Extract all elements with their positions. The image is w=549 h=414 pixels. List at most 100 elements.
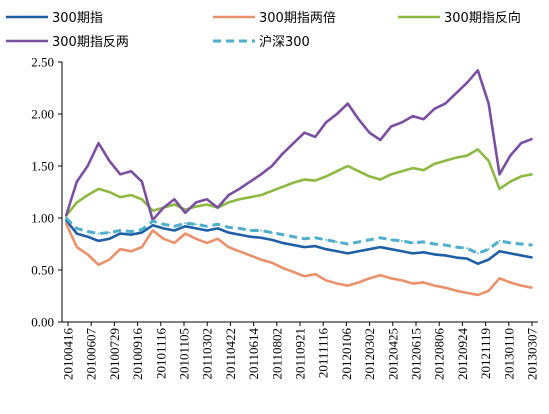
data-point [140,231,143,234]
plot-area [64,69,533,297]
data-point [184,208,187,211]
x-tick-label: 20110802 [269,328,284,380]
data-point [433,163,436,165]
x-tick-label: 20120425 [385,328,400,380]
data-point [368,238,371,241]
x-tick-label: 20100916 [130,328,145,381]
data-point [487,289,490,292]
data-point [411,252,414,255]
data-point [531,256,533,259]
data-point [227,246,230,249]
data-point [422,118,425,121]
data-point [260,194,262,197]
data-point [336,282,338,285]
data-point [509,242,512,244]
data-point [195,227,197,230]
data-point [455,289,458,292]
data-point [531,286,533,289]
data-point [162,223,165,226]
data-point [260,236,262,239]
data-point [346,165,349,167]
data-point [476,262,479,265]
data-point [520,142,523,145]
data-point [357,170,360,173]
data-point [487,258,490,261]
data-point [227,201,230,204]
data-point [173,242,176,244]
x-tick-label: 20110921 [293,328,308,380]
data-point [151,209,154,212]
data-point [97,263,100,266]
data-point [75,232,78,235]
data-point [466,247,468,250]
data-point [509,252,512,255]
data-point [368,277,371,280]
data-point [292,181,295,184]
x-tick-label: 20130307 [525,328,540,381]
data-point [390,238,393,241]
data-point [205,203,208,206]
data-point [455,256,458,259]
data-point [411,115,414,117]
data-point [368,175,371,178]
data-point [498,239,501,242]
data-point [249,229,252,232]
data-point [368,131,371,134]
data-point [292,271,295,273]
data-point [249,235,252,238]
data-point [271,231,273,234]
data-point [281,152,284,155]
series-line-3 [64,69,533,222]
data-point [140,246,143,249]
data-point [390,248,393,251]
data-point [498,250,501,253]
x-tick-label: 20110302 [200,328,215,380]
data-point [151,224,154,227]
data-point [184,222,187,225]
data-point [346,102,349,105]
data-point [130,170,132,173]
data-point [281,242,284,244]
data-point [433,107,436,110]
data-point [162,227,165,230]
data-point [314,135,317,138]
data-point [173,229,176,232]
data-point [390,173,393,176]
data-point [401,250,403,253]
data-point [390,277,393,280]
data-point [75,180,78,183]
x-tick-label: 20110422 [223,328,238,380]
data-point [249,180,252,183]
data-point [531,138,533,140]
data-point [476,69,479,72]
data-point [325,238,327,241]
data-point [130,194,132,197]
data-point [509,154,512,157]
data-point [162,206,165,209]
data-point [325,121,327,124]
data-point [368,248,371,251]
series-line-4 [64,216,533,255]
data-point [520,243,523,245]
data-point [97,187,100,190]
legend-label-0: 300期指 [52,11,103,26]
legend-label-4: 沪深300 [259,34,310,50]
data-point [173,198,176,201]
data-point [130,233,132,236]
data-point [476,294,479,296]
data-point [336,170,338,173]
data-point [205,229,208,232]
data-point [509,180,512,183]
data-point [281,185,284,188]
data-point [65,222,67,225]
y-tick-label: 0.50 [31,263,54,278]
data-point [433,253,436,256]
x-tick-label: 20120924 [455,328,470,381]
data-point [325,175,327,178]
data-point [357,281,360,284]
data-point [455,156,458,159]
axes: 0.00 0.50 1.00 1.50 2.00 2.50 20100416 20100607… [31,55,539,381]
data-point [65,215,67,217]
data-point [466,154,468,157]
